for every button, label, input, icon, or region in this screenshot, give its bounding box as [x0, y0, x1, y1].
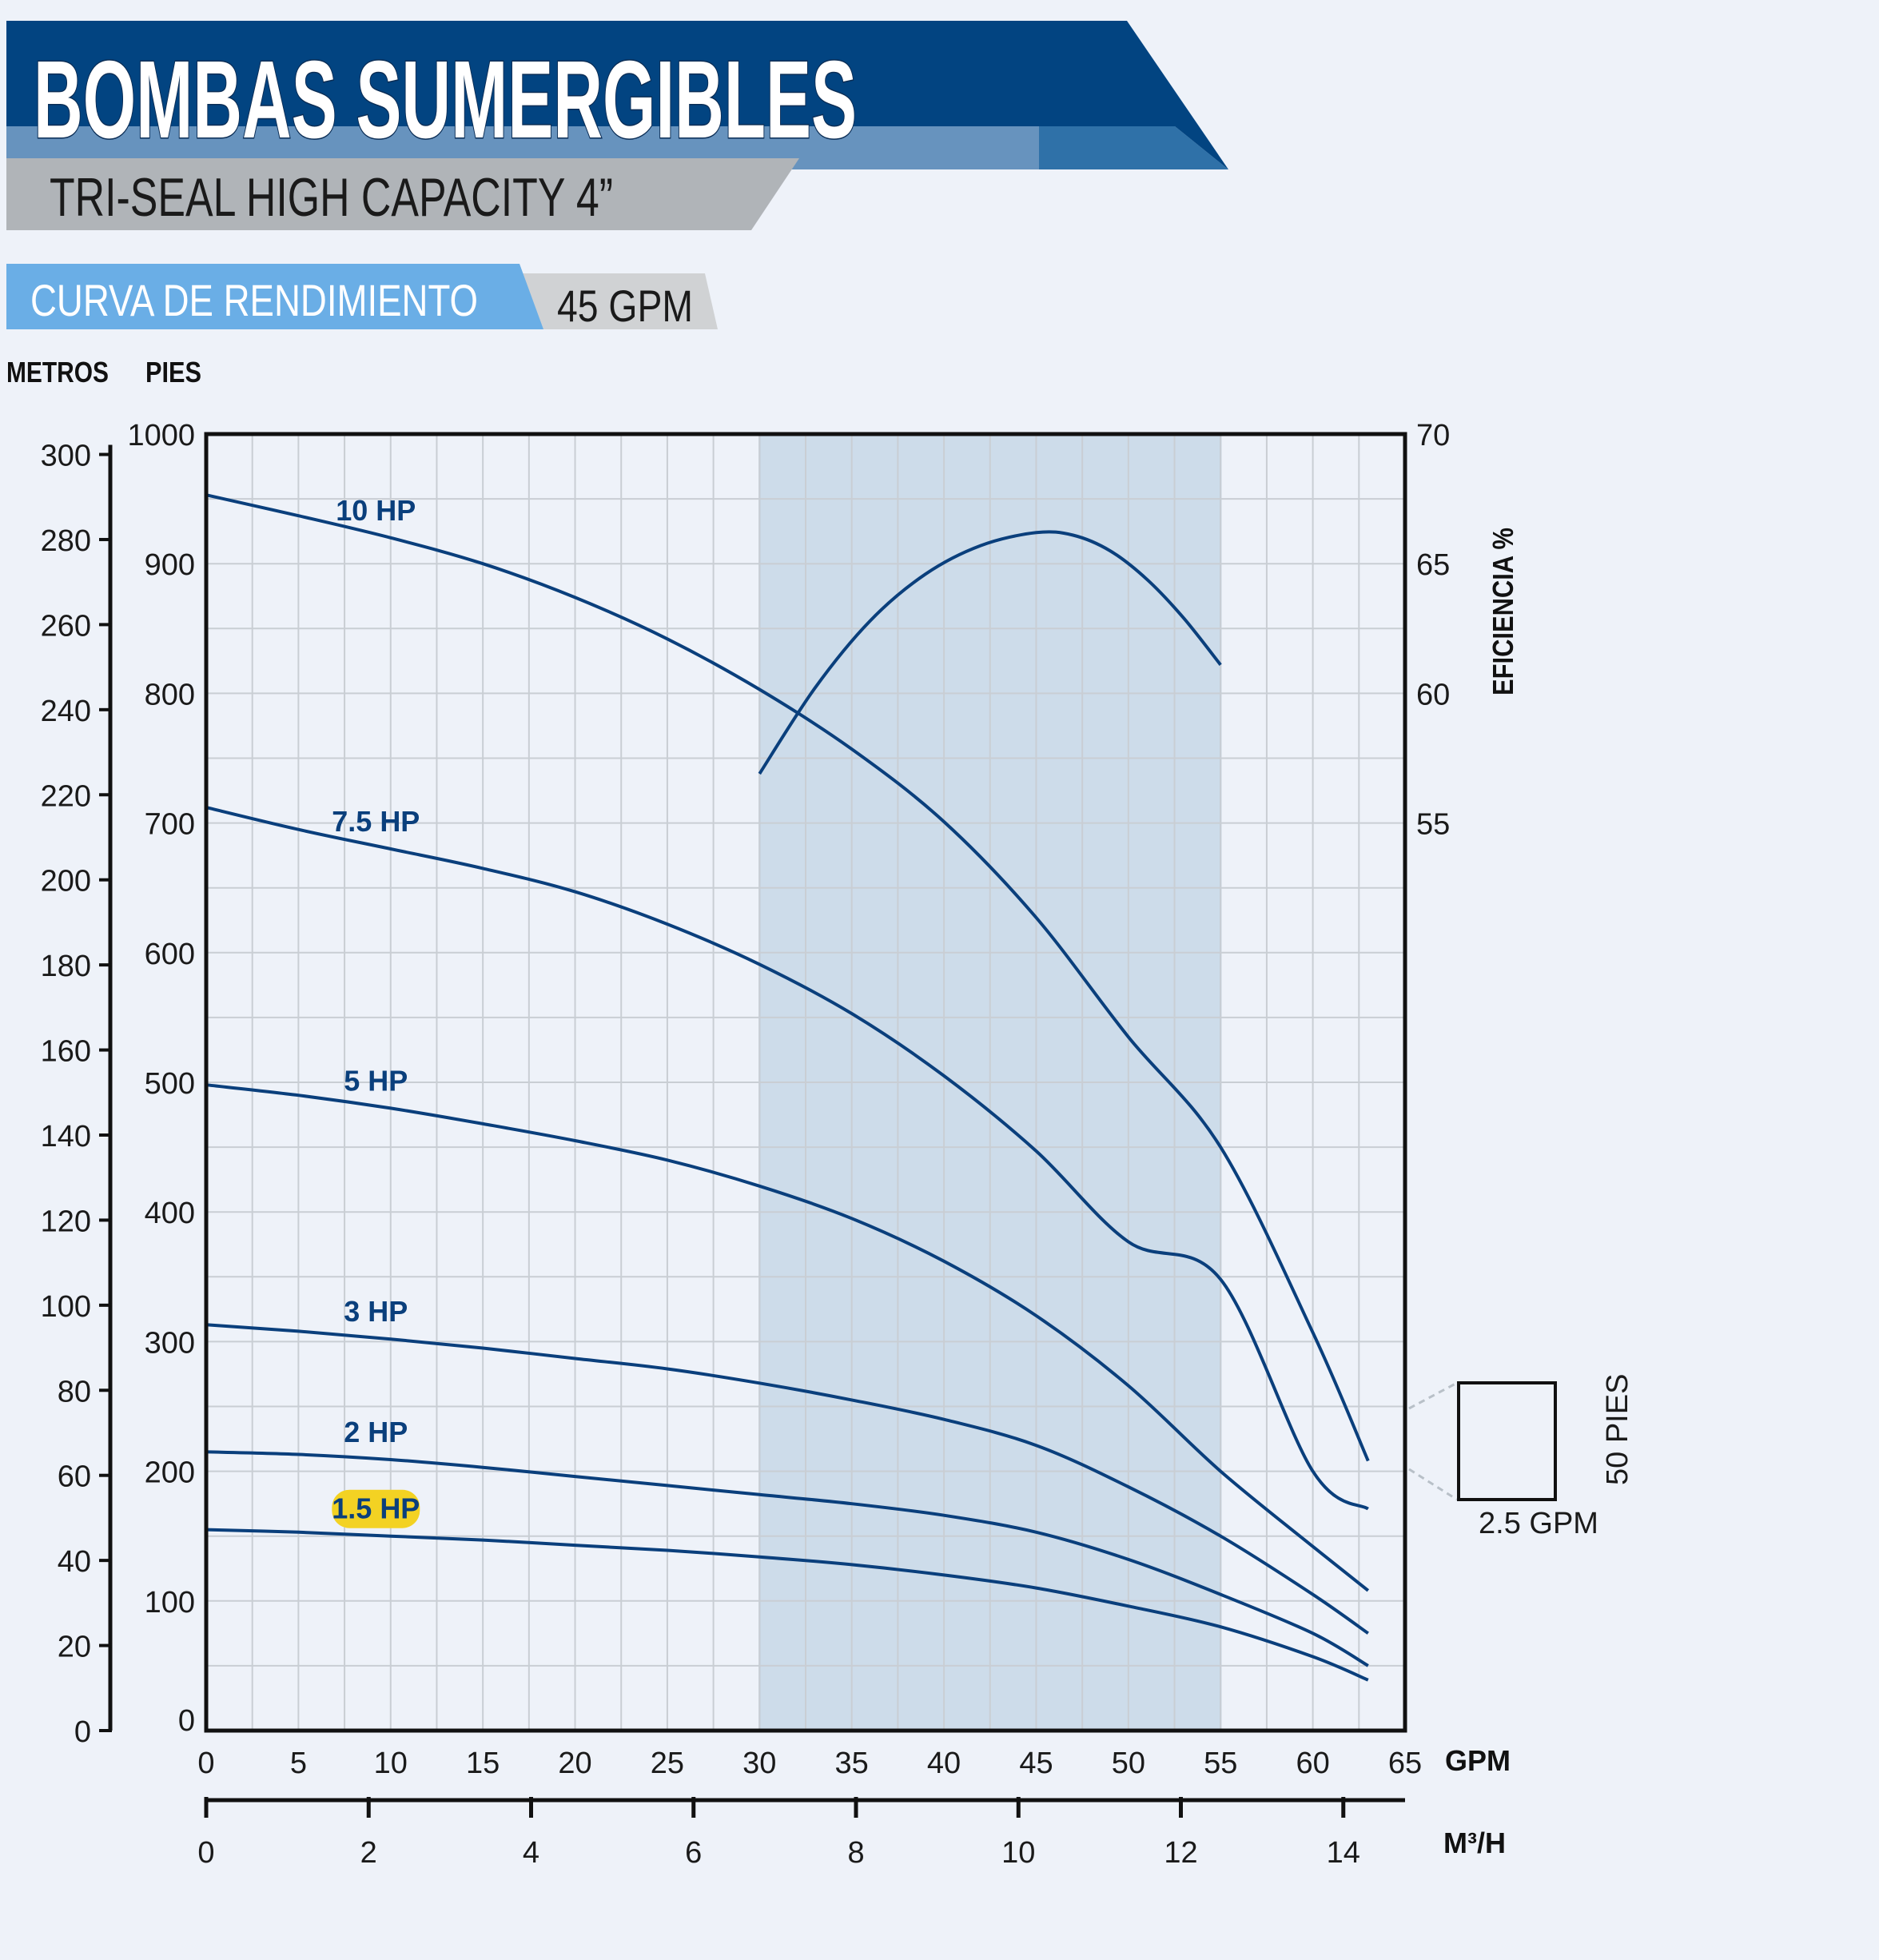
model-tab — [512, 273, 718, 329]
y-tick-label-efficiency: 55 — [1416, 808, 1450, 842]
y-tick-label-pies: 400 — [145, 1197, 195, 1230]
efficiency-curve-group — [758, 530, 1222, 775]
plot-frame — [204, 432, 1407, 1733]
y-tick-label-pies: 300 — [145, 1326, 195, 1360]
x-tick-label-gpm: 30 — [742, 1747, 776, 1780]
x-tick-label-gpm: 40 — [927, 1747, 961, 1780]
x2-tick-label-m3h: 4 — [523, 1836, 539, 1870]
x-tick-label-gpm: 0 — [197, 1747, 214, 1780]
y-tick-label-metros: 180 — [41, 950, 91, 983]
subtitle-bar — [6, 158, 799, 230]
header-banner: BOMBAS SUMERGIBLES TRI-SEAL HIGH CAPACIT… — [6, 21, 1228, 331]
left-axis-title-pies: PIES — [145, 356, 201, 388]
y-tick-label-metros: 60 — [58, 1460, 91, 1494]
model-label: 45 GPM — [557, 281, 693, 331]
y-tick-label-metros: 120 — [41, 1205, 91, 1238]
scale-leader-top — [1408, 1381, 1458, 1410]
x-tick-label-gpm: 55 — [1204, 1747, 1237, 1780]
label-2-hp: 2 HP — [344, 1416, 408, 1448]
x2-tick-label-m3h: 12 — [1164, 1836, 1197, 1870]
y-tick-label-pies: 0 — [178, 1704, 195, 1738]
x-tick-label-gpm: 65 — [1388, 1747, 1422, 1780]
x2-axis-title-m3h: M³/H — [1443, 1827, 1506, 1859]
y-tick-label-metros: 140 — [41, 1120, 91, 1153]
title-bar-accent — [1039, 126, 1228, 169]
y-tick-label-efficiency: 60 — [1416, 678, 1450, 711]
y-tick-label-metros: 260 — [41, 609, 91, 643]
y-tick-label-metros: 40 — [58, 1545, 91, 1579]
y-tick-label-pies: 600 — [145, 938, 195, 971]
x-tick-label-gpm: 5 — [290, 1747, 307, 1780]
curve-2-hp — [205, 1450, 1369, 1667]
scale-height-label: 50 PIES — [1601, 1374, 1634, 1485]
axes-ticks: 0100200300400500600700800900100002040608… — [41, 419, 1451, 1870]
y-tick-label-pies: 900 — [145, 548, 195, 582]
x2-tick-label-m3h: 0 — [197, 1836, 214, 1870]
label-5-hp: 5 HP — [344, 1064, 408, 1097]
y-tick-label-metros: 0 — [74, 1715, 91, 1749]
x-tick-label-gpm: 20 — [558, 1747, 591, 1780]
x-tick-label-gpm: 35 — [835, 1747, 869, 1780]
x2-tick-label-m3h: 10 — [1001, 1836, 1035, 1870]
series-labels: 10 HP 7.5 HP 5 HP 3 HP 2 HP 1.5 HP — [332, 494, 420, 1528]
x2-tick-label-m3h: 2 — [360, 1836, 377, 1870]
section-tab — [6, 264, 543, 329]
curve-1-5-hp — [205, 1528, 1369, 1682]
page-title: BOMBAS SUMERGIBLES — [34, 38, 857, 161]
label-7-5-hp: 7.5 HP — [332, 805, 420, 838]
y-tick-label-metros: 300 — [41, 440, 91, 473]
curve-7-5-hp — [205, 806, 1369, 1511]
scale-width-label: 2.5 GPM — [1479, 1507, 1598, 1540]
y-tick-label-pies: 500 — [145, 1067, 195, 1101]
y-tick-label-efficiency: 70 — [1416, 419, 1450, 452]
y-tick-label-metros: 200 — [41, 865, 91, 898]
y-tick-label-pies: 1000 — [127, 419, 195, 452]
y-tick-label-pies: 100 — [145, 1586, 195, 1619]
label-1-5-hp: 1.5 HP — [332, 1492, 420, 1525]
label-10-hp: 10 HP — [336, 494, 416, 527]
scale-reference: 2.5 GPM 50 PIES — [1408, 1374, 1634, 1540]
x2-tick-label-m3h: 8 — [847, 1836, 864, 1870]
y-tick-label-metros: 280 — [41, 524, 91, 558]
x-axis-title-gpm: GPM — [1445, 1744, 1511, 1777]
page-subtitle: TRI-SEAL HIGH CAPACITY 4” — [50, 167, 613, 228]
title-bar — [6, 21, 1228, 169]
y-tick-label-metros: 240 — [41, 695, 91, 728]
left-axis-title-metros: METROS — [6, 356, 109, 388]
section-label: CURVA DE RENDIMIENTO — [30, 275, 478, 325]
scale-box — [1457, 1381, 1557, 1501]
curve-10-hp — [205, 493, 1370, 1462]
x2-tick-label-m3h: 14 — [1327, 1836, 1360, 1870]
x-tick-label-gpm: 15 — [466, 1747, 500, 1780]
curve-3-hp — [205, 1323, 1369, 1635]
curve-5-hp — [205, 1083, 1370, 1592]
y-tick-label-pies: 800 — [145, 678, 195, 711]
x-tick-label-gpm: 50 — [1112, 1747, 1145, 1780]
x-tick-label-gpm: 60 — [1296, 1747, 1329, 1780]
label-3-hp: 3 HP — [344, 1295, 408, 1328]
y-tick-label-pies: 700 — [145, 808, 195, 842]
y-tick-label-metros: 100 — [41, 1290, 91, 1324]
y-tick-label-metros: 20 — [58, 1631, 91, 1664]
label-highlight-1-5-hp — [332, 1489, 420, 1528]
scale-leader-bottom — [1408, 1468, 1458, 1501]
y-tick-label-metros: 160 — [41, 1035, 91, 1069]
y-tick-label-pies: 200 — [145, 1456, 195, 1490]
y-tick-label-metros: 220 — [41, 779, 91, 813]
right-axis-title: EFICIENCIA % — [1487, 528, 1519, 695]
y-tick-label-efficiency: 65 — [1416, 548, 1450, 582]
x2-tick-label-m3h: 6 — [685, 1836, 702, 1870]
x-tick-label-gpm: 45 — [1019, 1747, 1053, 1780]
efficiency-curve — [758, 530, 1222, 775]
x-tick-label-gpm: 10 — [374, 1747, 408, 1780]
head-curves — [205, 493, 1370, 1682]
x-tick-label-gpm: 25 — [651, 1747, 684, 1780]
y-tick-label-metros: 80 — [58, 1375, 91, 1408]
